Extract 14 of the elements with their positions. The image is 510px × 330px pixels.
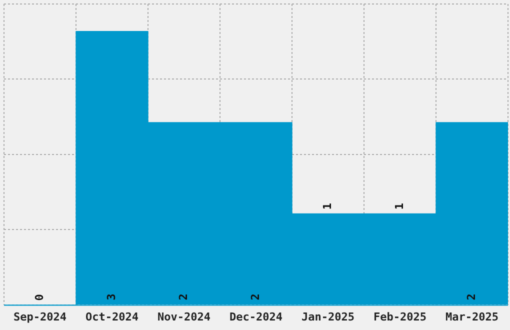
data-label: 3 xyxy=(104,294,118,300)
x-tick-label: Dec-2024 xyxy=(230,310,283,324)
data-label: 0 xyxy=(32,294,46,301)
data-label: 2 xyxy=(176,294,190,300)
data-label: 1 xyxy=(320,202,334,210)
data-label: 2 xyxy=(464,294,478,300)
x-tick-label: Sep-2024 xyxy=(14,310,67,324)
x-tick-label: Feb-2025 xyxy=(374,310,426,324)
x-tick-label: Oct-2024 xyxy=(86,310,139,324)
x-tick-label: Mar-2025 xyxy=(446,310,498,324)
data-label: 2 xyxy=(248,294,262,300)
x-tick-label: Jan-2025 xyxy=(302,310,354,324)
data-label: 1 xyxy=(392,202,406,210)
x-tick-label: Nov-2024 xyxy=(158,310,211,324)
